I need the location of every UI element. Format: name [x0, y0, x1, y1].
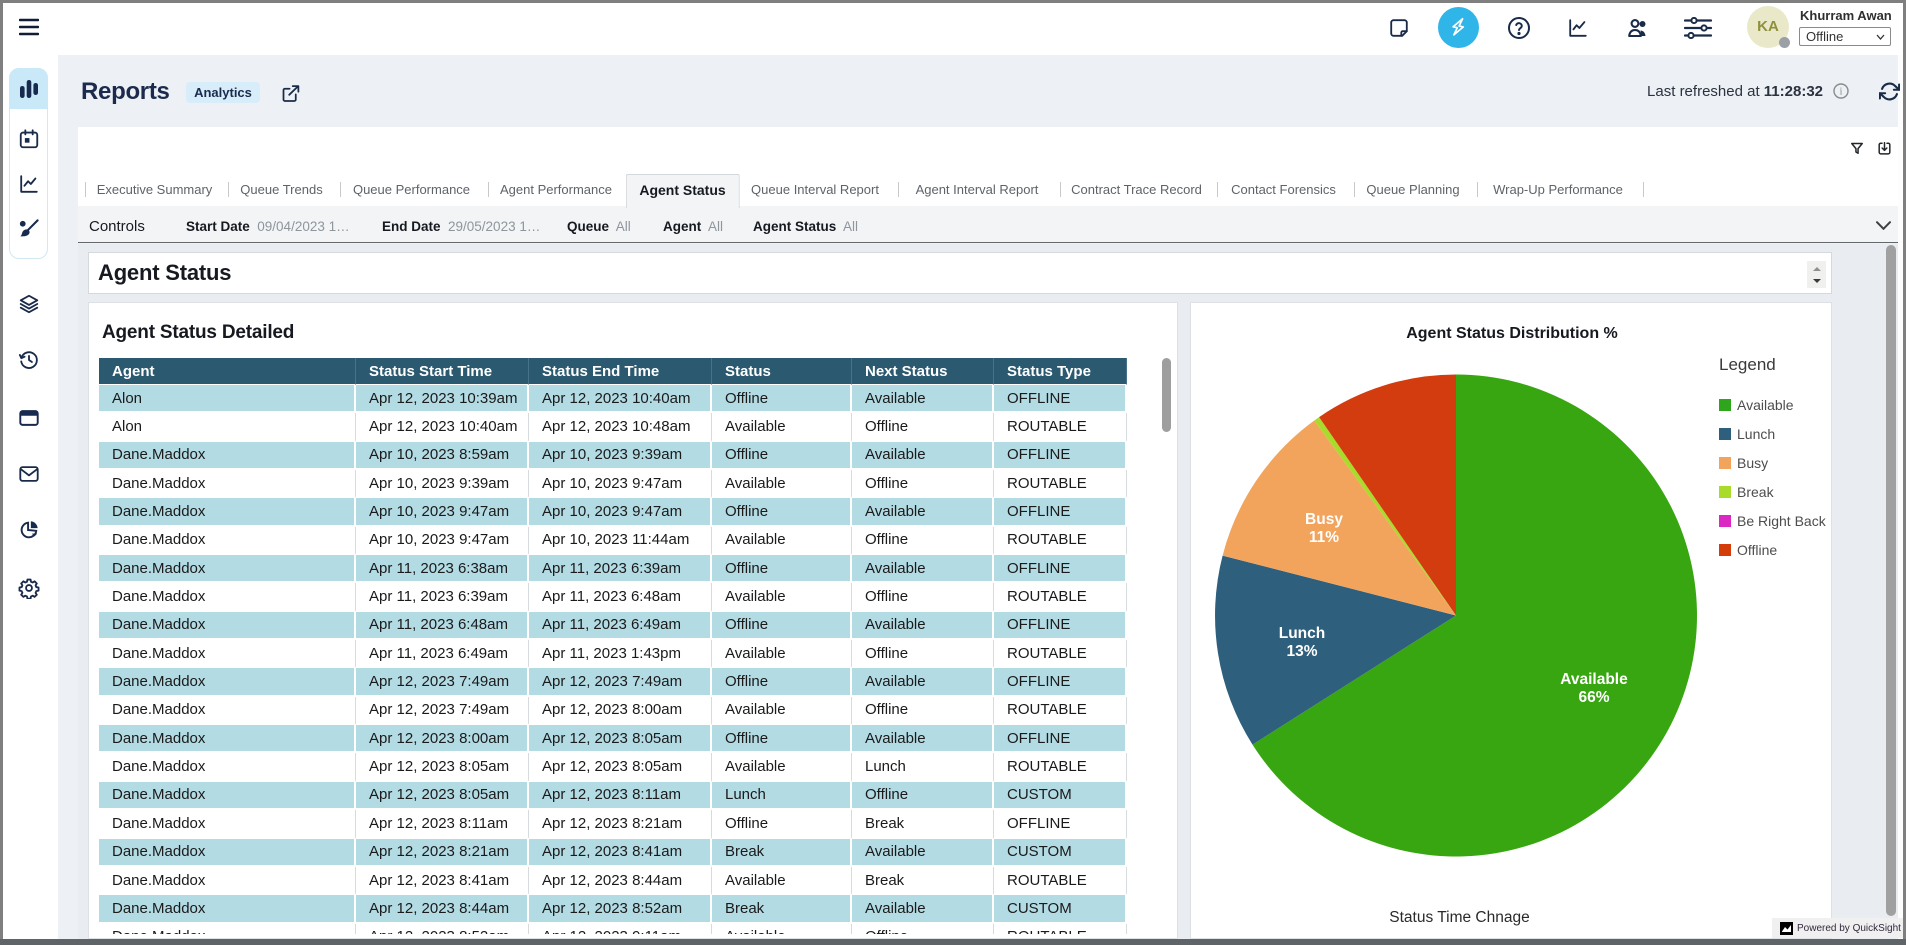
- svg-text:i: i: [1840, 87, 1843, 98]
